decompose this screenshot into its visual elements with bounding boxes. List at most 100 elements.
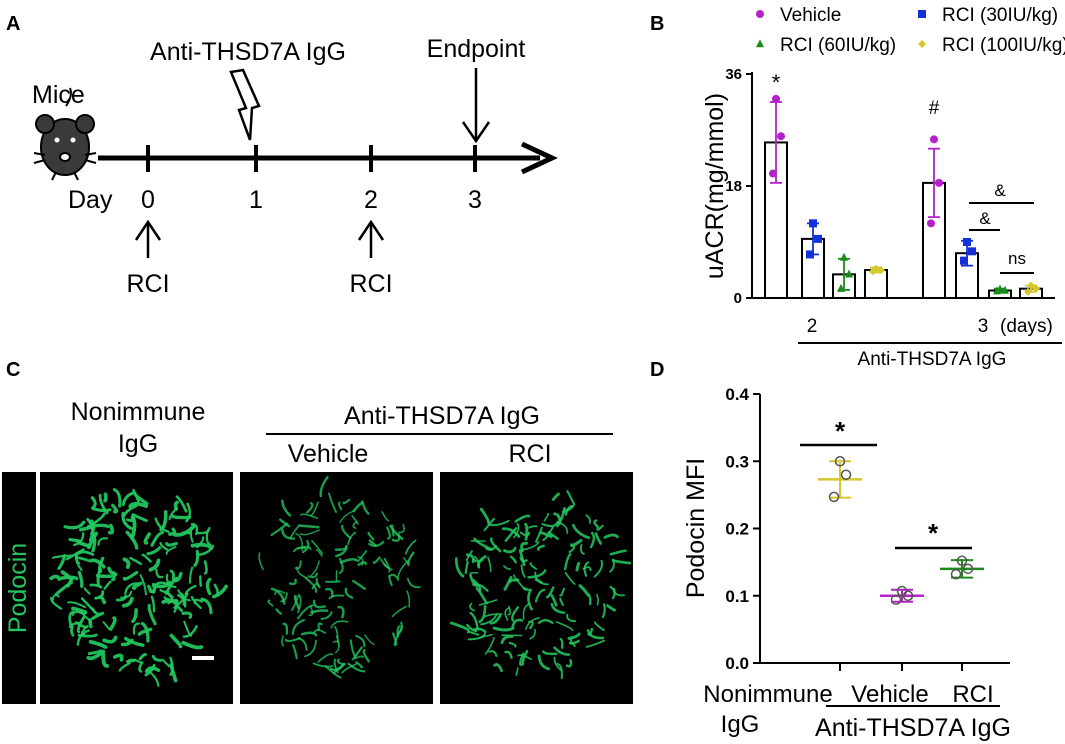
stain-strand [368,539,378,547]
stain-strand [112,488,122,508]
stain-strand [129,556,143,566]
stain-strand [159,541,170,552]
chart-b-legend-marker-1 [918,10,926,18]
stain-strand [489,537,502,553]
stain-strand [609,549,627,556]
chart-b-point-0-1-1 [935,178,943,187]
stain-strand [138,652,147,661]
stain-strand [147,603,157,626]
chart-d-category-0-line1: Nonimmune [703,681,832,708]
stain-strand [585,639,606,648]
chart-b-plot: 0 18 36 2 3 * # && ns [725,66,1055,337]
stain-strand [281,635,285,647]
stain-strand [609,585,616,600]
stain-strand [593,519,600,529]
stain-strand [362,649,370,663]
stain-strand [466,623,478,633]
stain-strand [168,527,177,536]
stain-strand [327,492,338,514]
chart-b-annot-4: ns [1008,249,1026,268]
stain-strand [304,577,318,593]
stain-strand [88,639,108,649]
stain-strand [386,526,391,540]
stain-strand [150,595,156,613]
stain-strand [529,628,536,640]
stain-strand [488,519,510,527]
stain-strand [503,565,511,570]
stain-strand [317,653,333,663]
stain-strand [570,539,583,548]
stain-strand [102,621,111,631]
stain-strand [59,575,79,581]
stain-strand [284,637,301,643]
stain-strand [67,601,87,609]
stain-strand [299,513,319,520]
stain-strand [143,532,151,545]
stain-strand [541,521,559,528]
stain-strand [297,545,312,551]
stain-strand [472,579,482,593]
stain-strand [151,654,163,662]
stain-strand [484,636,495,655]
stain-strand [97,595,107,605]
stain-strand [503,575,513,591]
stain-strand [122,596,134,608]
stain-strand [589,531,596,549]
stain-strand [338,557,344,574]
chart-d-point-1-2 [890,594,902,606]
chart-b-point-2-0-2 [837,283,845,292]
stain-strand [487,556,492,572]
stain-strand [169,569,175,580]
mice-label: Mice [32,81,85,109]
stain-strand [381,511,390,522]
stain-strand [91,611,105,620]
stain-strand [203,560,208,575]
stain-strand [406,577,421,589]
chart-d-group-label: Anti-THSD7A IgG [815,714,1011,742]
stain-strand [568,639,580,645]
stain-strand [121,491,135,507]
stain-strand [464,561,469,574]
stain-strand [185,502,192,523]
chart-b-legend-marker-0 [756,10,764,18]
stain-strand [296,604,314,620]
stain-strand [393,625,403,647]
chart-b-point-3-1-2 [1024,287,1032,296]
stain-strand [131,608,138,623]
stain-strand [580,543,585,555]
stain-strand [504,527,518,542]
stain-strand [406,590,411,608]
stain-strand [169,633,183,649]
chart-b-point-0-0-0 [772,94,780,103]
stain-strand [355,634,366,648]
stain-strand [195,526,211,535]
stain-strand [596,524,604,531]
chart-d-category-2: RCI [952,681,993,708]
mouse-icon [33,87,97,181]
stain-strand [469,602,475,612]
stain-strand [190,542,214,550]
stain-strand [102,635,118,644]
stain-strand [50,596,63,610]
chart-d-point-2-0 [956,555,968,567]
stain-strand [182,531,192,535]
stain-strand [352,521,358,529]
glomerulus-stain-vehicle [258,475,421,679]
panel-b-label: B [650,13,664,35]
stain-strand [188,566,194,584]
day-0: 0 [141,186,155,214]
stain-strand [501,527,521,538]
stain-strand [132,622,141,635]
stain-strand [477,555,487,569]
chart-b-legend-marker-3 [918,40,926,48]
stain-strand [329,663,345,672]
stain-strand [298,524,320,529]
stain-strand [299,529,320,536]
chart-b-ytick-label-0: 0 [734,290,742,307]
chart-b-point-1-0-2 [806,250,814,259]
stain-strand [278,518,291,528]
stain-strand [184,584,197,596]
stain-strand [70,625,75,637]
stain-strand [212,584,228,599]
stain-strand [95,573,113,579]
